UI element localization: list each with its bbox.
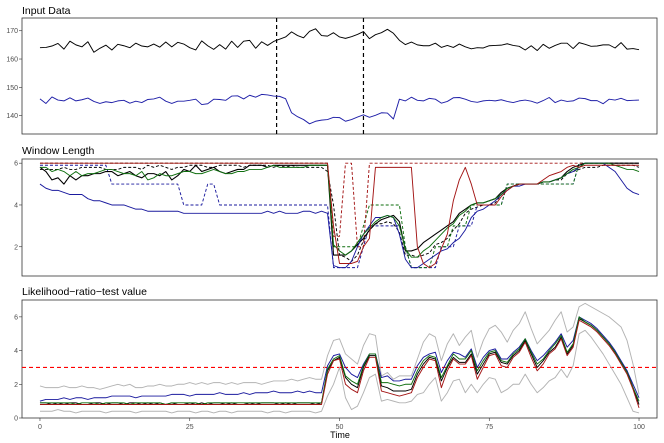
x-tick-label: 50	[336, 424, 344, 431]
plot-area	[21, 17, 658, 135]
y-tick-label: 150	[6, 85, 18, 92]
y-tick-label: 2	[14, 244, 18, 251]
y-axis: 2 4 6	[14, 161, 22, 251]
x-tick-label: 0	[38, 424, 42, 431]
y-tick-label: 6	[14, 161, 18, 168]
series-line	[39, 93, 640, 125]
plot-area	[21, 158, 658, 277]
series-line	[39, 316, 640, 405]
changepoint-markers	[275, 18, 365, 134]
series-layer	[39, 302, 640, 414]
x-tick-label: 75	[485, 424, 493, 431]
y-tick-label: 140	[6, 113, 18, 120]
x-tick-label: 25	[186, 424, 194, 431]
series-line	[39, 162, 640, 269]
panel-window-length: Window Length 2 4 6	[14, 145, 658, 277]
y-tick-label: 160	[6, 57, 18, 64]
series-line	[39, 28, 640, 53]
panel-input-data: Input Data 140 150 160 170	[6, 5, 658, 135]
panel-title: Input Data	[22, 5, 71, 17]
panel-title: Likelihood−ratio−test value	[22, 286, 147, 298]
series-line	[39, 162, 640, 258]
series-line	[39, 302, 640, 395]
y-tick-label: 2	[14, 382, 18, 389]
series-line	[39, 329, 640, 414]
series-line	[39, 319, 640, 409]
y-tick-label: 4	[14, 202, 18, 209]
series-layer	[39, 162, 640, 269]
x-axis-label: Time	[330, 430, 350, 440]
panel-title: Window Length	[22, 145, 95, 157]
x-axis: 0 25 50 75 100	[38, 418, 645, 431]
y-axis: 140 150 160 170	[6, 28, 22, 120]
y-tick-label: 0	[14, 416, 18, 423]
series-layer	[39, 28, 640, 125]
y-tick-label: 170	[6, 28, 18, 35]
y-axis: 0 2 4 6	[14, 314, 22, 423]
y-tick-label: 6	[14, 314, 18, 321]
y-tick-label: 4	[14, 348, 18, 355]
panel-lrt-value: Likelihood−ratio−test value 0 2 4 6 0 25 50 75…	[14, 286, 658, 440]
series-line	[39, 318, 640, 405]
x-tick-label: 100	[633, 424, 645, 431]
series-line	[39, 316, 640, 402]
series-line	[39, 162, 640, 248]
series-line	[39, 162, 640, 269]
